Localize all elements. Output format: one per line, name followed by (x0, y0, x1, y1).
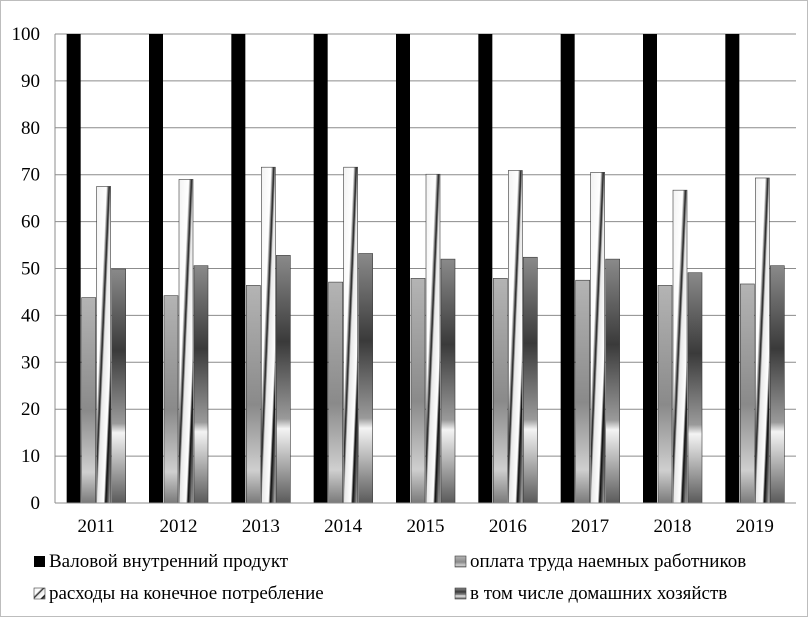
bar-cons-2013 (261, 166, 276, 504)
legend-swatch-cons (33, 587, 46, 600)
y-tick-label: 90 (21, 71, 40, 92)
bar-house-2015 (440, 258, 456, 504)
y-tick-label: 0 (31, 493, 41, 514)
y-tick-label: 20 (21, 399, 40, 420)
legend-label-pay: оплата труда наемных работников (470, 551, 746, 572)
bar-gdp-2018 (643, 34, 657, 503)
bar-gdp-2012 (149, 34, 163, 503)
y-tick-label: 40 (21, 305, 40, 326)
bar-cons-2012 (178, 179, 194, 504)
bar-house-2019 (770, 265, 785, 504)
bar-cons-2019 (755, 177, 770, 504)
legend-swatch-house (454, 587, 467, 600)
bar-pay-2014 (328, 281, 343, 504)
bar-cons-2011 (96, 186, 111, 504)
bar-house-2011 (111, 268, 126, 504)
bar-gdp-2015 (396, 34, 410, 503)
y-tick-label: 10 (21, 446, 40, 467)
bar-house-2012 (193, 265, 209, 504)
y-tick-label: 30 (21, 352, 40, 373)
x-tick-label: 2011 (78, 516, 115, 537)
bar-cons-2016 (508, 170, 523, 504)
bar-cons-2018 (672, 189, 688, 504)
x-tick-label: 2012 (160, 516, 198, 537)
bar-pay-2011 (81, 297, 96, 504)
bar-cons-2017 (590, 172, 605, 504)
bar-gdp-2019 (725, 34, 740, 503)
bar-gdp-2017 (560, 34, 575, 503)
x-tick-label: 2014 (324, 516, 363, 537)
bar-gdp-2011 (66, 34, 81, 503)
y-tick-label: 100 (12, 24, 41, 45)
legend-label-house: в том числе домашних хозяйств (470, 583, 727, 604)
x-tick-label: 2018 (654, 516, 692, 537)
bar-house-2014 (358, 253, 373, 504)
legend-label-cons: расходы на конечное потребление (49, 583, 324, 604)
bar-house-2016 (523, 256, 538, 504)
bar-gdp-2013 (231, 34, 246, 503)
x-tick-label: 2013 (242, 516, 280, 537)
legend-swatch-gdp (34, 556, 45, 567)
bar-pay-2016 (493, 278, 508, 504)
bar-house-2013 (276, 255, 291, 504)
x-tick-label: 2015 (407, 516, 445, 537)
y-tick-label: 60 (21, 212, 40, 233)
bar-pay-2019 (740, 283, 755, 504)
bar-pay-2018 (657, 285, 673, 504)
x-tick-label: 2019 (736, 516, 774, 537)
bar-cons-2014 (343, 166, 358, 504)
bar-pay-2012 (163, 295, 179, 504)
bar-gdp-2014 (313, 34, 328, 503)
bar-gdp-2016 (478, 34, 493, 503)
legend-swatch-pay (454, 555, 467, 568)
bar-pay-2017 (575, 279, 590, 504)
x-tick-label: 2017 (571, 516, 609, 537)
bar-house-2018 (687, 272, 703, 504)
bar-cons-2015 (425, 173, 441, 504)
x-tick-label: 2016 (489, 516, 527, 537)
y-tick-label: 50 (21, 259, 40, 280)
y-tick-label: 70 (21, 165, 40, 186)
bar-pay-2015 (410, 278, 426, 504)
legend-label-gdp: Валовой внутренний продукт (49, 551, 289, 572)
bar-house-2017 (605, 258, 620, 504)
y-tick-label: 80 (21, 118, 40, 139)
bar-pay-2013 (246, 285, 261, 504)
